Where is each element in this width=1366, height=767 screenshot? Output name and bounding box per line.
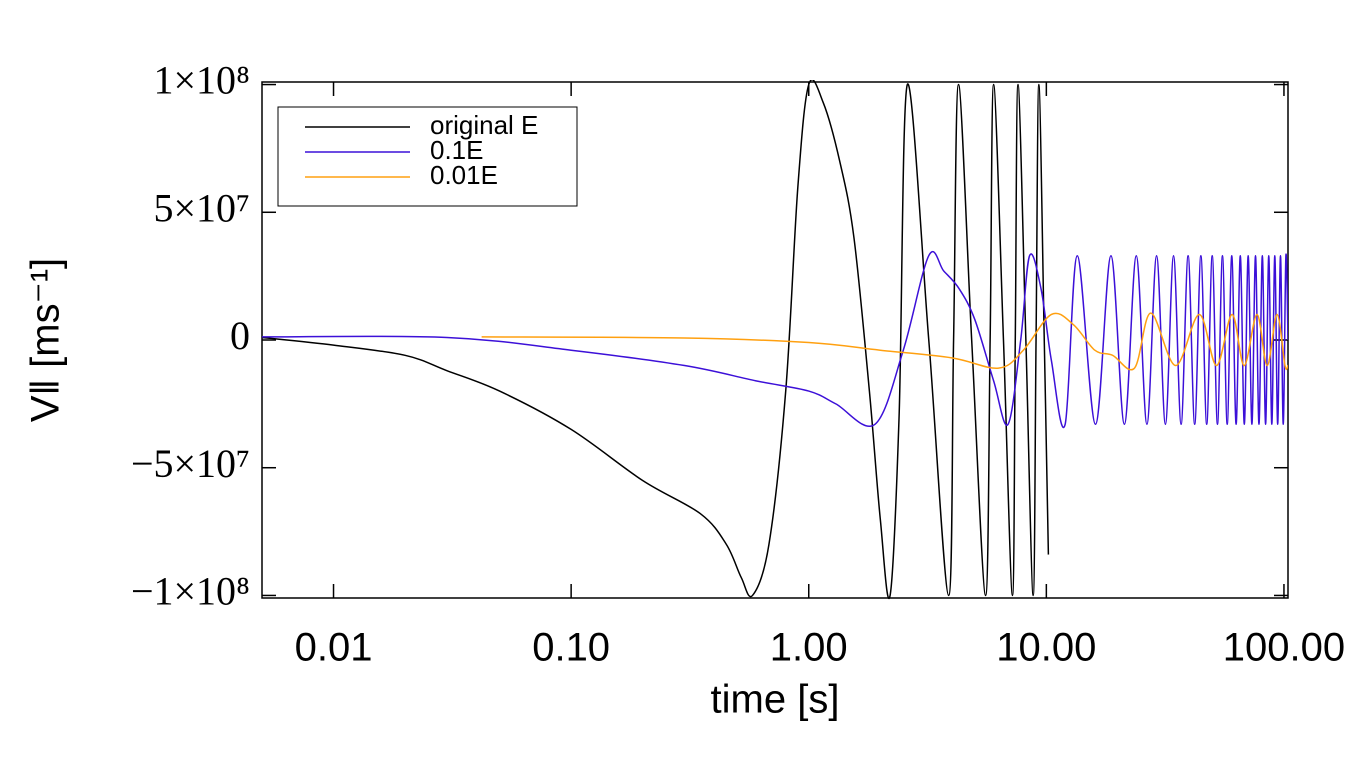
legend-box	[277, 106, 578, 207]
y-axis-label: V‖ [ms⁻¹]	[24, 258, 68, 422]
y-tick-label: 1×10⁸	[153, 58, 250, 103]
x-axis-label: time [s]	[711, 678, 840, 722]
y-tick-label: 0	[230, 313, 250, 358]
y-tick-label: −1×10⁸	[131, 569, 250, 614]
x-tick-label: 10.00	[996, 626, 1096, 670]
y-tick-label: −5×10⁷	[131, 441, 250, 486]
legend-label: original E	[430, 110, 538, 140]
y-tick-label: 5×10⁷	[153, 185, 250, 230]
x-tick-label: 0.01	[295, 626, 373, 670]
legend-label: 0.1E	[430, 135, 484, 165]
x-tick-label: 0.10	[532, 626, 610, 670]
legend-label: 0.01E	[430, 160, 498, 190]
series-line	[481, 312, 1288, 371]
x-tick-label: 1.00	[770, 626, 848, 670]
series-line	[262, 251, 1288, 429]
x-tick-label: 100.00	[1223, 626, 1345, 670]
series-line	[262, 80, 1050, 600]
